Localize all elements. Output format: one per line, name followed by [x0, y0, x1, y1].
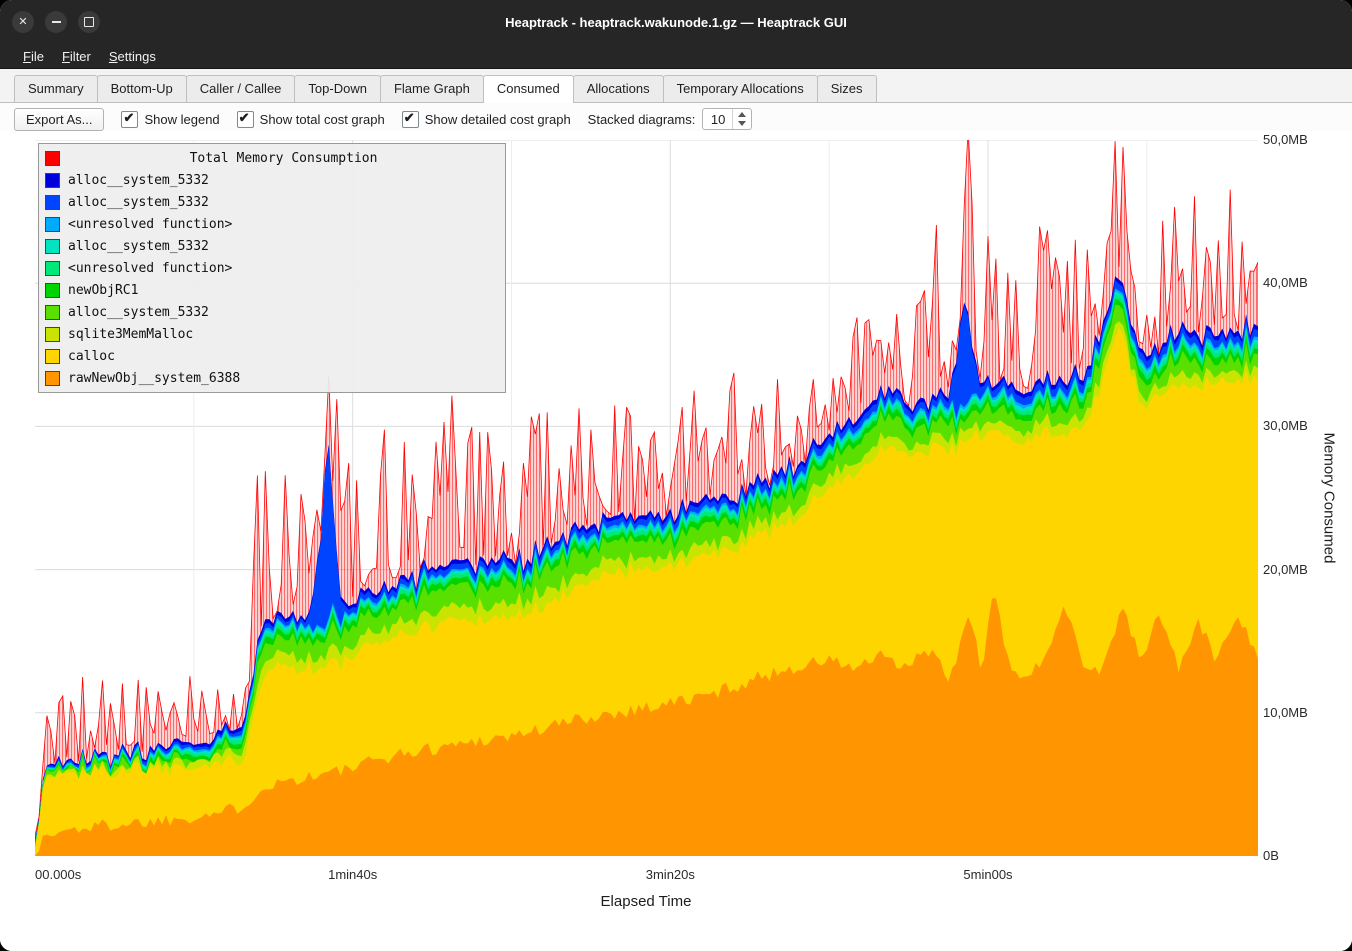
close-icon: ✕ — [18, 15, 28, 28]
checkbox-label: Show detailed cost graph — [424, 111, 571, 127]
legend-swatch — [45, 150, 60, 166]
legend-row: alloc__system_5332 — [45, 191, 499, 213]
stacked-diagrams-control: Stacked diagrams: 10 — [588, 108, 753, 130]
legend-label: alloc__system_5332 — [68, 172, 209, 188]
checkbox-label: Show total cost graph — [259, 111, 385, 127]
y-tick-label: 0B — [1263, 848, 1279, 863]
window-controls: ✕ — [12, 0, 100, 44]
legend-swatch — [45, 282, 60, 298]
checkbox-icon — [121, 110, 139, 128]
legend-row: newObjRC1 — [45, 279, 499, 301]
chart-legend: Total Memory Consumption alloc__system_5… — [38, 143, 506, 393]
consumed-chart[interactable] — [34, 128, 1259, 857]
legend-swatch — [45, 216, 60, 232]
x-tick-label: 3min20s — [645, 867, 695, 882]
legend-label: alloc__system_5332 — [68, 304, 209, 320]
toolbar: Export As... Show legend Show total cost… — [0, 103, 1352, 136]
checkbox-icon — [401, 110, 419, 128]
menu-file[interactable]: File — [23, 48, 44, 64]
minimize-button[interactable] — [45, 11, 67, 33]
memory-consumption-svg — [34, 128, 1259, 857]
y-tick-label: 40,0MB — [1263, 275, 1308, 291]
legend-label: calloc — [68, 348, 115, 364]
window-title: Heaptrack - heaptrack.wakunode.1.gz — He… — [505, 14, 847, 30]
legend-swatch — [45, 260, 60, 276]
tab-sizes[interactable]: Sizes — [816, 75, 877, 102]
chart-panel: 00.000s 1min40s 3min20s 5min00s 0B 10,0MB 20,… — [0, 128, 1352, 951]
legend-row: calloc — [45, 345, 499, 367]
legend-swatch — [45, 172, 60, 188]
legend-label: newObjRC1 — [68, 282, 139, 298]
y-tick-label: 50,0MB — [1263, 132, 1308, 147]
legend-label: <unresolved function> — [68, 260, 233, 276]
x-tick-label: 00.000s — [35, 867, 82, 882]
menu-filter[interactable]: Filter — [61, 48, 91, 64]
x-tick-label: 5min00s — [963, 867, 1013, 882]
legend-row: alloc__system_5332 — [45, 301, 499, 323]
legend-row: alloc__system_5332 — [45, 169, 499, 191]
x-axis-title: Elapsed Time — [600, 893, 692, 910]
export-as-button[interactable]: Export As... — [14, 107, 105, 131]
tab-summary[interactable]: Summary — [14, 75, 98, 102]
legend-label: alloc__system_5332 — [68, 194, 209, 210]
tab-allocations[interactable]: Allocations — [572, 75, 664, 102]
legend-swatch — [45, 238, 60, 254]
tab-bar: Summary Bottom-Up Caller / Callee Top-Do… — [0, 69, 1352, 103]
show-legend-checkbox[interactable]: Show legend — [121, 110, 220, 128]
legend-swatch — [45, 194, 60, 210]
tab-consumed[interactable]: Consumed — [482, 75, 574, 103]
legend-row: alloc__system_5332 — [45, 235, 499, 257]
y-tick-label: 20,0MB — [1263, 561, 1308, 577]
stacked-diagrams-spinner[interactable]: 10 — [702, 108, 753, 130]
maximize-icon — [84, 17, 94, 27]
tab-flame-graph[interactable]: Flame Graph — [379, 75, 484, 102]
checkbox-icon — [236, 110, 254, 128]
y-tick-label: 10,0MB — [1263, 704, 1308, 720]
x-tick-label: 1min40s — [328, 867, 378, 882]
tab-temporary-allocations[interactable]: Temporary Allocations — [662, 75, 818, 102]
spinner-arrows — [732, 109, 751, 129]
menu-settings[interactable]: Settings — [108, 48, 156, 64]
tab-caller-callee[interactable]: Caller / Callee — [185, 75, 296, 102]
legend-row: <unresolved function> — [45, 257, 499, 279]
show-total-cost-graph-checkbox[interactable]: Show total cost graph — [236, 110, 385, 128]
legend-title: Total Memory Consumption — [189, 150, 378, 166]
maximize-button[interactable] — [78, 11, 100, 33]
legend-row: rawNewObj__system_6388 — [45, 367, 499, 389]
legend-row: <unresolved function> — [45, 213, 499, 235]
stacked-diagrams-value: 10 — [710, 111, 726, 127]
legend-swatch — [45, 304, 60, 320]
titlebar: ✕ Heaptrack - heaptrack.wakunode.1.gz — … — [0, 0, 1352, 44]
menubar: File Filter Settings — [0, 44, 1352, 69]
checkbox-label: Show legend — [144, 111, 220, 127]
legend-row: sqlite3MemMalloc — [45, 323, 499, 345]
tab-bottom-up[interactable]: Bottom-Up — [96, 75, 187, 102]
legend-label: rawNewObj__system_6388 — [68, 370, 241, 386]
y-tick-label: 30,0MB — [1263, 418, 1308, 434]
legend-title-row: Total Memory Consumption — [45, 147, 499, 169]
show-detailed-cost-graph-checkbox[interactable]: Show detailed cost graph — [401, 110, 571, 128]
minimize-icon — [51, 21, 61, 23]
y-axis-title: Memory Consumed — [1320, 432, 1338, 564]
legend-label: <unresolved function> — [68, 216, 233, 232]
legend-label: sqlite3MemMalloc — [68, 326, 194, 342]
legend-swatch — [45, 326, 60, 342]
spinner-up-icon[interactable] — [738, 112, 747, 117]
spinner-down-icon[interactable] — [738, 121, 747, 126]
legend-swatch — [45, 348, 60, 364]
legend-label: alloc__system_5332 — [68, 238, 209, 254]
stacked-diagrams-label: Stacked diagrams: — [587, 111, 696, 127]
close-button[interactable]: ✕ — [12, 11, 34, 33]
tab-top-down[interactable]: Top-Down — [294, 75, 381, 102]
legend-swatch — [45, 370, 60, 386]
